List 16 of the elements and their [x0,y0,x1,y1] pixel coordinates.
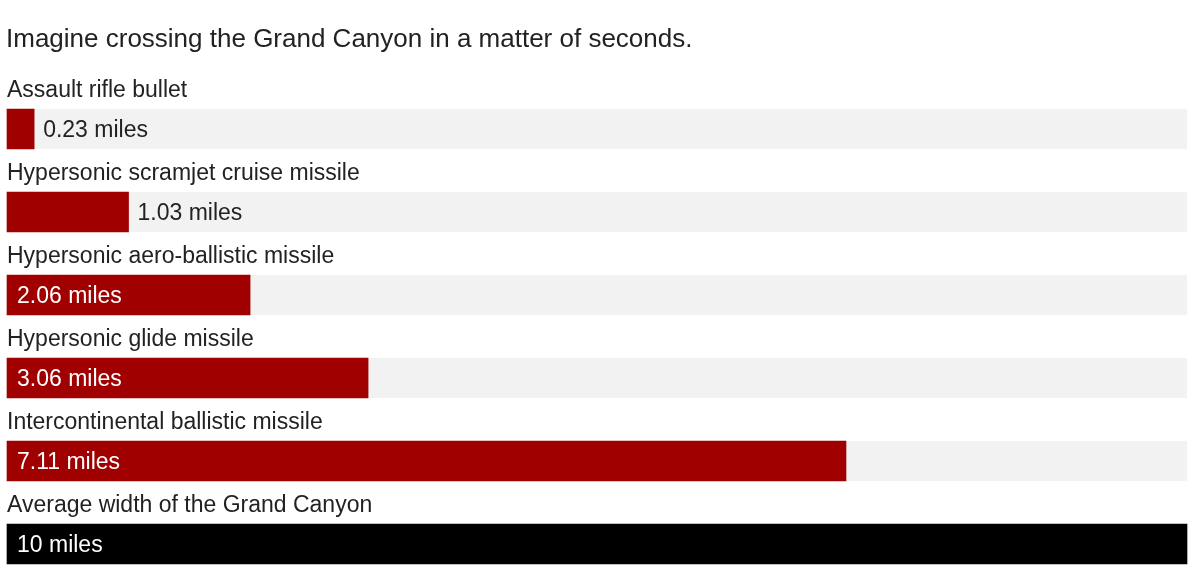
bar [6,191,129,233]
chart-title: Imagine crossing the Grand Canyon in a matter of seconds. [6,23,693,53]
data-label: 10 miles [17,531,103,557]
data-label: 2.06 miles [17,282,122,308]
y-tick-label: Hypersonic scramjet cruise missile [7,159,360,185]
y-tick-label: Hypersonic aero-ballistic missile [7,242,335,268]
data-label: 7.11 miles [17,448,121,474]
bar [6,274,251,316]
y-tick-label: Average width of the Grand Canyon [7,491,373,517]
data-label: 0.23 miles [43,116,148,142]
bar [6,108,35,150]
data-label: 1.03 miles [137,199,243,225]
y-tick-label: Intercontinental ballistic missile [7,408,323,434]
y-tick-label: Assault rifle bullet [7,76,188,102]
data-label: 3.06 miles [17,365,122,391]
y-tick-label: Hypersonic glide missile [7,325,254,351]
